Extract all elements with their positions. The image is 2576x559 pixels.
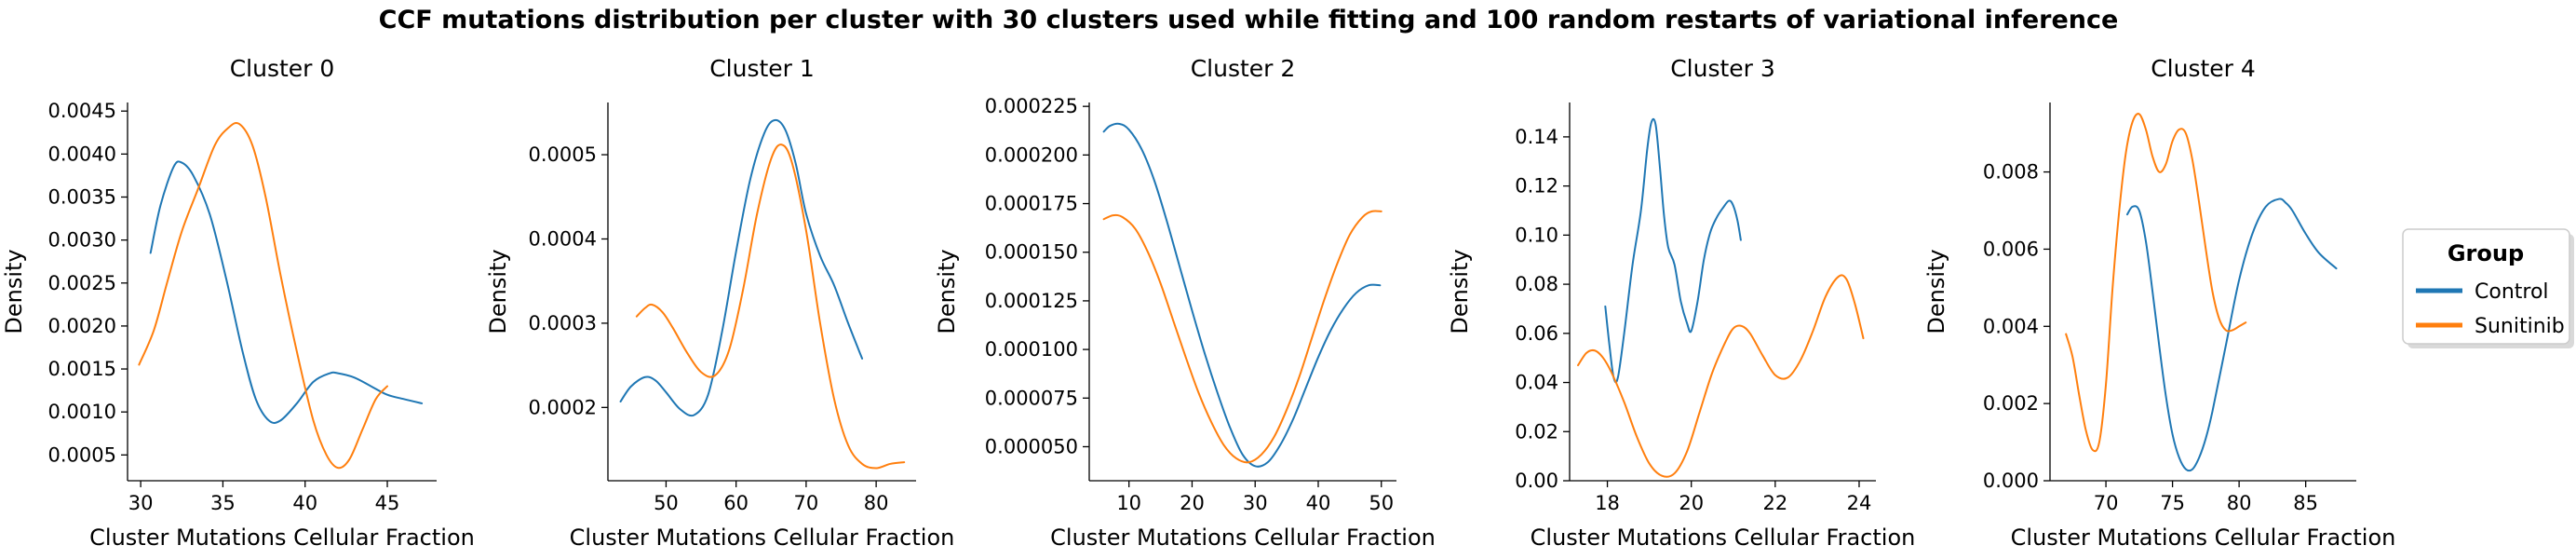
y-tick-label: 0.000100 bbox=[985, 338, 1078, 361]
x-tick-label: 40 bbox=[292, 492, 317, 514]
legend: Group Control Sunitinib bbox=[2402, 228, 2574, 348]
x-tick-label: 20 bbox=[1180, 492, 1205, 514]
panel-title: Cluster 1 bbox=[709, 55, 815, 82]
legend-title: Group bbox=[2448, 240, 2524, 266]
x-tick-label: 70 bbox=[2094, 492, 2119, 514]
y-tick-label: 0.06 bbox=[1515, 322, 1558, 345]
y-tick-label: 0.0025 bbox=[48, 272, 116, 294]
x-tick-label: 24 bbox=[1847, 492, 1872, 514]
series-line-sunitinib bbox=[635, 143, 906, 470]
series-line-control bbox=[619, 118, 864, 417]
x-tick-label: 18 bbox=[1595, 492, 1620, 514]
x-tick-label: 50 bbox=[654, 492, 679, 514]
x-tick-label: 30 bbox=[1243, 492, 1268, 514]
y-tick-label: 0.0002 bbox=[529, 396, 597, 418]
y-tick-label: 0.14 bbox=[1515, 126, 1558, 148]
y-tick-label: 0.0005 bbox=[529, 143, 597, 166]
x-axis-label: Cluster Mutations Cellular Fraction bbox=[89, 525, 475, 551]
panel-cluster-2: Cluster 2 10 20 30 40 50 0.000050 0.000075 0.000… bbox=[934, 55, 1436, 551]
y-tick-label: 0.0003 bbox=[529, 312, 597, 334]
x-tick-label: 40 bbox=[1306, 492, 1331, 514]
figure-title: CCF mutations distribution per cluster w… bbox=[379, 6, 2119, 34]
x-tick-label: 70 bbox=[794, 492, 819, 514]
panel-cluster-3: Cluster 3 18 20 22 24 0.00 0.02 0.04 0.06 0.08 0.1… bbox=[1447, 55, 1915, 551]
legend-label-sunitinib: Sunitinib bbox=[2475, 315, 2565, 338]
y-tick-label: 0.0020 bbox=[48, 315, 116, 337]
x-axis-label: Cluster Mutations Cellular Fraction bbox=[570, 525, 955, 551]
panel-title: Cluster 3 bbox=[1670, 55, 1775, 82]
x-tick-label: 10 bbox=[1116, 492, 1141, 514]
y-axis-label: Density bbox=[1, 249, 27, 334]
x-tick-label: 60 bbox=[723, 492, 749, 514]
y-tick-label: 0.00 bbox=[1515, 470, 1558, 492]
panel-cluster-0: Cluster 0 30 35 40 45 0.0005 0.0010 0.0015 0.002… bbox=[1, 55, 475, 551]
legend-frame bbox=[2402, 228, 2570, 345]
series-line-sunitinib bbox=[138, 121, 389, 470]
y-tick-label: 0.0045 bbox=[48, 100, 116, 122]
y-tick-label: 0.0010 bbox=[48, 401, 116, 423]
y-tick-label: 0.04 bbox=[1515, 372, 1558, 394]
series-line-sunitinib bbox=[2065, 113, 2247, 453]
x-tick-label: 45 bbox=[375, 492, 400, 514]
y-tick-label: 0.008 bbox=[1983, 161, 2039, 184]
y-axis-label: Density bbox=[1447, 249, 1473, 334]
series-line-control bbox=[1604, 117, 1742, 384]
y-tick-label: 0.000175 bbox=[985, 193, 1078, 215]
y-tick-label: 0.12 bbox=[1515, 175, 1558, 198]
y-tick-label: 0.0040 bbox=[48, 143, 116, 165]
legend-label-control: Control bbox=[2475, 280, 2549, 304]
y-axis-label: Density bbox=[934, 249, 960, 334]
panel-cluster-1: Cluster 1 50 60 70 80 0.0002 0.0003 0.0004 0.000… bbox=[485, 55, 954, 551]
x-tick-label: 85 bbox=[2293, 492, 2318, 514]
series-line-sunitinib bbox=[1102, 210, 1382, 464]
y-tick-label: 0.0015 bbox=[48, 358, 116, 380]
series-line-control bbox=[1102, 122, 1382, 468]
x-tick-label: 30 bbox=[128, 492, 154, 514]
panel-title: Cluster 4 bbox=[2151, 55, 2256, 82]
x-tick-label: 22 bbox=[1762, 492, 1787, 514]
chart-panels: Cluster 030 35 40 450.00050.00100.00150.002… bbox=[1, 55, 2395, 551]
y-tick-label: 0.000 bbox=[1983, 470, 2039, 492]
y-tick-label: 0.000125 bbox=[985, 290, 1078, 312]
x-axis-label: Cluster Mutations Cellular Fraction bbox=[1531, 525, 1916, 551]
y-tick-label: 0.000200 bbox=[985, 143, 1078, 166]
series-line-control bbox=[2125, 198, 2338, 472]
panel-title: Cluster 0 bbox=[230, 55, 335, 82]
y-tick-label: 0.000150 bbox=[985, 241, 1078, 264]
y-tick-label: 0.0004 bbox=[529, 227, 597, 250]
x-tick-label: 75 bbox=[2160, 492, 2185, 514]
x-tick-label: 50 bbox=[1369, 492, 1394, 514]
x-tick-label: 20 bbox=[1679, 492, 1704, 514]
x-tick-label: 80 bbox=[864, 492, 889, 514]
y-tick-label: 0.002 bbox=[1983, 392, 2039, 415]
y-tick-label: 0.0030 bbox=[48, 229, 116, 252]
x-axis-label: Cluster Mutations Cellular Fraction bbox=[2011, 525, 2396, 551]
panel-cluster-4: Cluster 4 70 75 80 85 0.000 0.002 0.004 0.006 0.0… bbox=[1923, 55, 2395, 551]
y-tick-label: 0.000075 bbox=[985, 387, 1078, 409]
y-tick-label: 0.000050 bbox=[985, 435, 1078, 457]
y-tick-label: 0.02 bbox=[1515, 420, 1558, 443]
y-tick-label: 0.10 bbox=[1515, 224, 1558, 246]
panel-title: Cluster 2 bbox=[1191, 55, 1296, 82]
y-tick-label: 0.0005 bbox=[48, 443, 116, 466]
y-axis-label: Density bbox=[485, 249, 511, 334]
x-tick-label: 80 bbox=[2227, 492, 2252, 514]
y-tick-label: 0.000225 bbox=[985, 95, 1078, 117]
x-axis-label: Cluster Mutations Cellular Fraction bbox=[1050, 525, 1436, 551]
y-tick-label: 0.004 bbox=[1983, 315, 2039, 337]
y-axis-label: Density bbox=[1923, 249, 1949, 334]
y-tick-label: 0.08 bbox=[1515, 273, 1558, 295]
series-line-sunitinib bbox=[1577, 274, 1865, 478]
x-tick-label: 35 bbox=[210, 492, 236, 514]
y-tick-label: 0.0035 bbox=[48, 186, 116, 209]
series-line-control bbox=[149, 160, 424, 424]
y-tick-label: 0.006 bbox=[1983, 238, 2039, 260]
